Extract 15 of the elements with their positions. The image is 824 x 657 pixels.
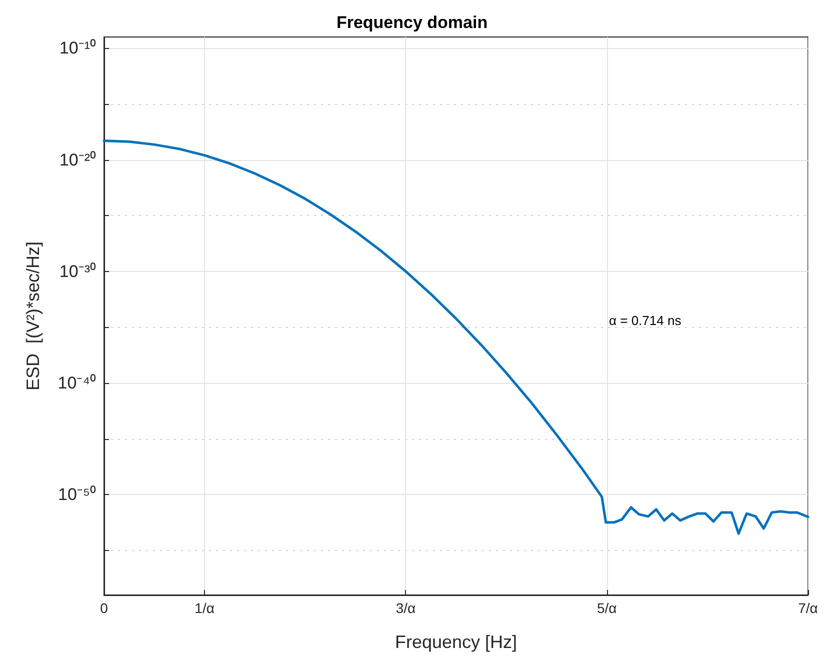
x-axis-title: Frequency [Hz] <box>394 632 518 652</box>
y-tick-label: 10⁻⁵⁰ <box>58 485 96 504</box>
line-series <box>102 140 810 535</box>
x-tick-label: 0 <box>100 600 108 616</box>
y-axis-title: ESD [(V²)*sec/Hz] <box>23 241 43 391</box>
x-tick-label: 5/α <box>596 600 617 616</box>
y-tick-label: 10⁻⁴⁰ <box>58 373 96 392</box>
y-tick-label: 10⁻¹⁰ <box>59 38 96 58</box>
chart-title: Frequency domain <box>336 13 488 32</box>
x-tick-label: 7/α <box>798 600 818 616</box>
x-tick-label: 3/α <box>396 600 416 616</box>
annotation: α = 0.714 ns <box>609 313 682 328</box>
x-tick-label: 1/α <box>194 600 214 616</box>
y-tick-label: 10⁻²⁰ <box>59 150 96 170</box>
y-tick-label: 10⁻³⁰ <box>59 262 96 281</box>
